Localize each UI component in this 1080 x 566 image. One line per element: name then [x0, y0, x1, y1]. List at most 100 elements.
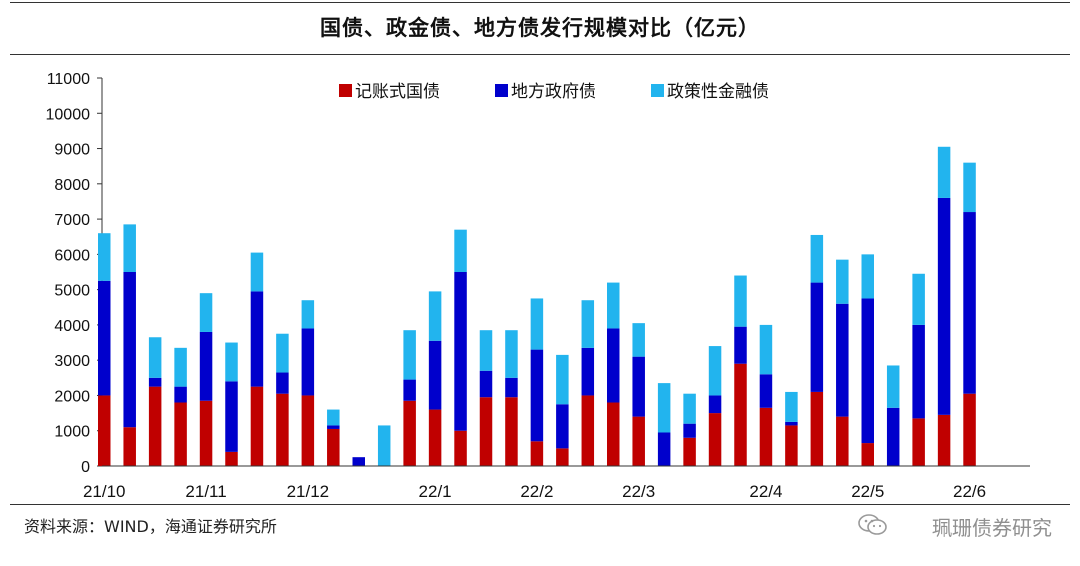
- y-tick-label: 10000: [46, 106, 91, 123]
- bar-treasury: [98, 395, 111, 466]
- bar-local: [123, 272, 136, 428]
- bar-treasury: [174, 402, 187, 466]
- bar-policy: [657, 383, 671, 433]
- bar-local: [403, 379, 416, 401]
- bar-treasury: [683, 437, 696, 466]
- y-tick-label: 2000: [54, 388, 90, 405]
- bar-treasury: [454, 430, 467, 466]
- bar-policy: [683, 393, 696, 424]
- x-tick-label: 21/10: [83, 482, 126, 501]
- bar-policy: [708, 346, 722, 396]
- legend-swatch-policy: [651, 84, 664, 97]
- bar-policy: [301, 300, 315, 329]
- y-tick-label: 11000: [47, 71, 90, 88]
- bar-local: [963, 212, 976, 394]
- bar-local: [836, 303, 849, 417]
- bar-policy: [632, 323, 645, 357]
- bar-treasury: [734, 363, 747, 466]
- bar-policy: [759, 324, 773, 375]
- bar-policy: [250, 252, 264, 292]
- x-tick-label: 22/1: [419, 482, 452, 501]
- bar-treasury: [556, 448, 569, 466]
- bar-local: [352, 457, 365, 466]
- y-tick-label: 0: [81, 459, 90, 476]
- wechat-icon: [858, 514, 887, 535]
- bar-policy: [530, 298, 544, 350]
- bar-policy: [123, 224, 136, 272]
- bar-local: [530, 349, 544, 442]
- title-rule: [10, 54, 1070, 55]
- bar-local: [785, 421, 798, 426]
- bar-treasury: [479, 397, 493, 466]
- bar-treasury: [861, 443, 874, 466]
- bar-local: [912, 324, 925, 419]
- title-area: 国债、政金债、地方债发行规模对比（亿元）: [0, 0, 1080, 60]
- bar-local: [327, 425, 340, 429]
- y-tick-label: 1000: [54, 424, 90, 441]
- bar-treasury: [836, 416, 849, 466]
- bar-local: [657, 432, 671, 466]
- bar-policy: [734, 275, 747, 327]
- bar-treasury: [301, 395, 315, 466]
- bar-treasury: [963, 393, 976, 466]
- bar-policy: [607, 282, 620, 329]
- bar-policy: [785, 391, 798, 422]
- bar-policy: [403, 330, 416, 380]
- bar-treasury: [327, 428, 340, 466]
- y-tick-label: 3000: [54, 353, 90, 370]
- bar-treasury: [123, 427, 136, 466]
- bar-policy: [148, 337, 162, 378]
- bar-policy: [199, 293, 213, 332]
- bar-local: [148, 377, 162, 387]
- bar-local: [708, 395, 722, 414]
- bar-policy: [912, 273, 925, 325]
- bar-treasury: [607, 402, 620, 466]
- bar-local: [174, 386, 187, 403]
- bar-treasury: [148, 386, 162, 466]
- bar-policy: [581, 300, 595, 348]
- bar-policy: [327, 409, 340, 426]
- bar-policy: [810, 234, 824, 283]
- bar-treasury: [199, 400, 213, 466]
- bar-local: [886, 407, 900, 466]
- bar-treasury: [759, 407, 773, 466]
- bar-local: [454, 272, 467, 431]
- bar-policy: [963, 162, 976, 213]
- bar-policy: [861, 254, 874, 299]
- bar-local: [607, 328, 620, 403]
- x-tick-label: 22/6: [953, 482, 986, 501]
- bar-policy: [454, 229, 467, 272]
- bar-policy: [886, 365, 900, 408]
- bar-treasury: [810, 391, 824, 466]
- bar-policy: [556, 354, 569, 405]
- bar-local: [225, 381, 238, 452]
- source-note: 资料来源：WIND，海通证券研究所: [24, 517, 277, 536]
- bottom-rule: [10, 504, 1070, 505]
- bar-policy: [937, 146, 951, 198]
- bar-treasury: [225, 451, 238, 466]
- x-tick-label: 21/12: [287, 482, 330, 501]
- bar-treasury: [505, 397, 518, 466]
- y-tick-label: 8000: [54, 177, 90, 194]
- legend-label-policy: 政策性金融债: [667, 82, 769, 102]
- bar-local: [428, 340, 442, 410]
- top-rule: [10, 2, 1070, 3]
- bar-local: [581, 347, 595, 396]
- bar-local: [301, 328, 315, 396]
- bar-local: [734, 326, 747, 364]
- bar-treasury: [276, 393, 289, 466]
- y-tick-label: 6000: [54, 247, 90, 264]
- y-tick-label: 9000: [54, 142, 90, 159]
- y-tick-label: 5000: [54, 283, 90, 300]
- bar-treasury: [403, 400, 416, 466]
- bar-treasury: [632, 416, 645, 466]
- bar-policy: [225, 342, 238, 382]
- bar-local: [759, 374, 773, 408]
- legend-swatch-treasury: [339, 84, 352, 97]
- bar-policy: [174, 347, 187, 387]
- bar-policy: [377, 425, 391, 466]
- brand-watermark: 珮珊债券研究: [932, 516, 1052, 540]
- bar-local: [556, 404, 569, 449]
- bar-local: [276, 372, 289, 394]
